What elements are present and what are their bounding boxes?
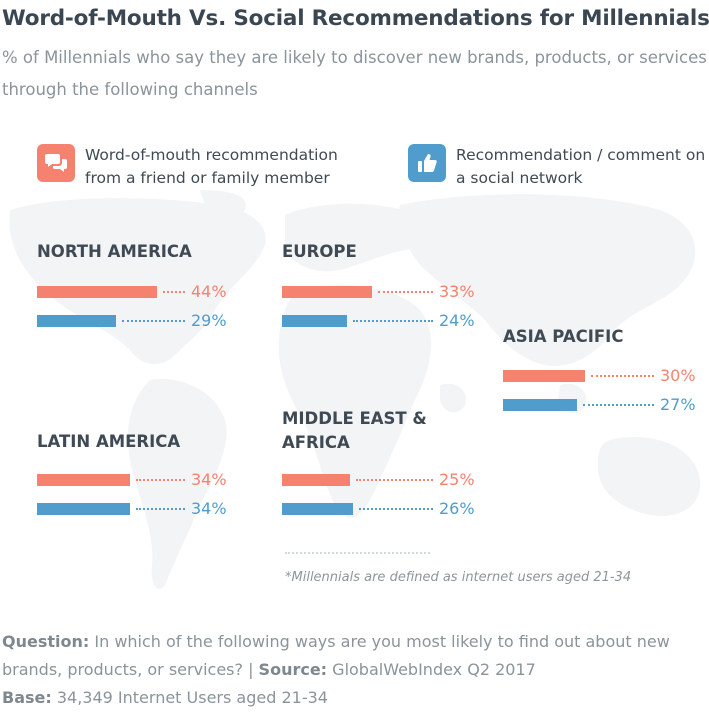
leader-dots [591, 375, 654, 377]
region-title-europe: EUROPE [282, 242, 357, 261]
chart-subtitle: % of Millennials who say they are likely… [2, 48, 707, 99]
bar-europe-social [282, 315, 347, 327]
legend-word-of-mouth: Word-of-mouth recommendation from a frie… [37, 144, 375, 190]
bar-asia-pacific-word-of-mouth [503, 370, 585, 382]
speech-bubbles-icon [37, 144, 75, 182]
leader-dots [353, 320, 433, 322]
legend-label-word-of-mouth: Word-of-mouth recommendation from a frie… [85, 146, 338, 187]
base-label: Base: [2, 688, 52, 707]
value-label-latin-america-word-of-mouth: 34% [191, 470, 227, 489]
region-title-latin-america: LATIN AMERICA [37, 432, 181, 451]
world-map-background [9, 190, 701, 589]
value-label-north-america-word-of-mouth: 44% [191, 282, 227, 301]
value-label-europe-word-of-mouth: 33% [439, 282, 475, 301]
region-title-middle-east-africa: MIDDLE EAST & AFRICA [282, 409, 427, 452]
chart-title: Word-of-Mouth Vs. Social Recommendations… [2, 6, 709, 31]
question-text: In which of the following ways are you m… [89, 632, 670, 651]
bar-middle-east-and-africa-word-of-mouth [282, 474, 350, 486]
leader-dots [356, 479, 433, 481]
leader-dots [136, 479, 185, 481]
footnote: *Millennials are defined as internet use… [285, 570, 632, 585]
legend-social: Recommendation / comment on a social net… [408, 144, 706, 190]
bar-asia-pacific-social [503, 399, 577, 411]
source-label: Source: [258, 660, 328, 679]
value-label-middle-east-and-africa-word-of-mouth: 25% [439, 470, 475, 489]
legend-label-social: Recommendation / comment on a social net… [456, 146, 706, 187]
leader-dots [378, 291, 433, 293]
source-text: GlobalWebIndex Q2 2017 [327, 660, 536, 679]
value-label-asia-pacific-social: 27% [660, 395, 696, 414]
leader-dots [163, 291, 185, 293]
bar-europe-word-of-mouth [282, 286, 372, 298]
value-label-asia-pacific-word-of-mouth: 30% [660, 366, 696, 385]
footnote-divider [285, 552, 430, 554]
base-line: Base: 34,349 Internet Users aged 21-34 [2, 688, 328, 707]
question-line-2: brands, products, or services? | Source:… [2, 660, 536, 679]
question-text-2: brands, products, or services? | [2, 660, 259, 679]
value-label-europe-social: 24% [439, 311, 475, 330]
bar-latin-america-word-of-mouth [37, 474, 130, 486]
value-label-middle-east-and-africa-social: 26% [439, 499, 475, 518]
region-title-north-america: NORTH AMERICA [37, 242, 192, 261]
bar-latin-america-social [37, 503, 130, 515]
value-label-latin-america-social: 34% [191, 499, 227, 518]
leader-dots [583, 404, 654, 406]
base-text: 34,349 Internet Users aged 21-34 [51, 688, 328, 707]
region-title-asia-pacific: ASIA PACIFIC [503, 327, 624, 346]
question-line: Question: In which of the following ways… [2, 632, 670, 651]
leader-dots [122, 320, 185, 322]
leader-dots [136, 508, 185, 510]
bar-north-america-social [37, 315, 116, 327]
thumbs-up-icon [408, 144, 446, 182]
leader-dots [359, 508, 433, 510]
value-label-north-america-social: 29% [191, 311, 227, 330]
bar-north-america-word-of-mouth [37, 286, 157, 298]
question-label: Question: [2, 632, 90, 651]
bar-middle-east-and-africa-social [282, 503, 353, 515]
